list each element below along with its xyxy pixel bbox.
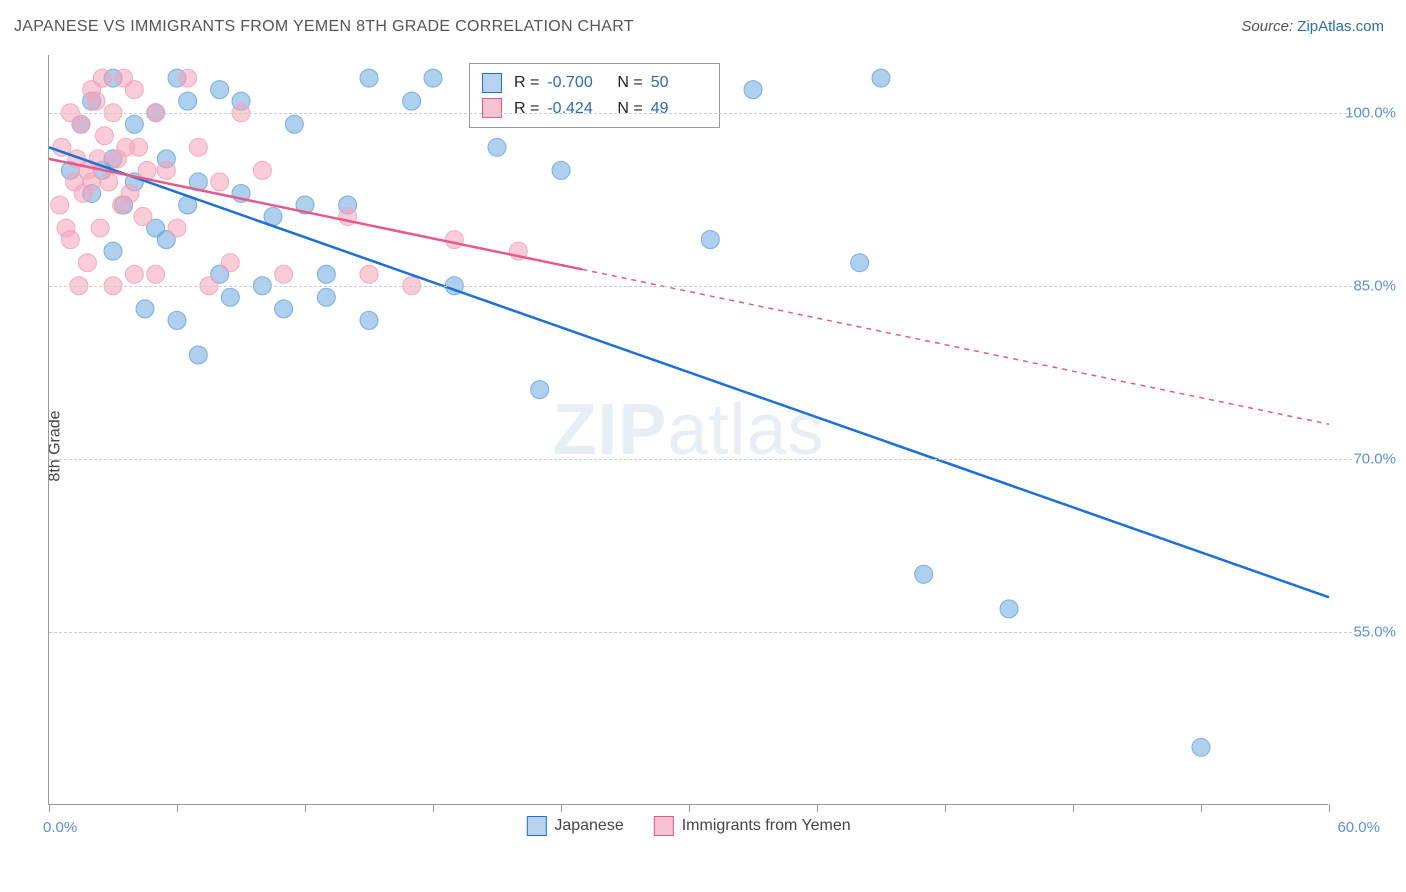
x-tick <box>177 804 178 812</box>
data-point <box>157 161 175 179</box>
source-attribution: Source: ZipAtlas.com <box>1241 18 1384 35</box>
data-point <box>51 196 69 214</box>
y-tick-label: 70.0% <box>1353 450 1396 467</box>
data-point <box>851 254 869 272</box>
data-point <box>285 115 303 133</box>
data-point <box>744 81 762 99</box>
regression-line <box>49 147 1329 597</box>
regression-line-dashed <box>582 269 1329 424</box>
data-point <box>1000 600 1018 618</box>
data-point <box>95 127 113 145</box>
data-point <box>552 161 570 179</box>
data-point <box>531 381 549 399</box>
data-point <box>211 81 229 99</box>
data-point <box>168 311 186 329</box>
data-point <box>445 231 463 249</box>
chart-svg <box>49 55 1328 804</box>
data-point <box>179 92 197 110</box>
data-point <box>72 115 90 133</box>
y-tick-label: 55.0% <box>1353 623 1396 640</box>
data-point <box>221 254 239 272</box>
grid-line <box>49 459 1352 460</box>
x-axis-max-label: 60.0% <box>1337 819 1380 836</box>
data-point <box>211 173 229 191</box>
data-point <box>189 346 207 364</box>
legend-item: Japanese <box>526 816 623 836</box>
x-tick <box>817 804 818 812</box>
data-point <box>121 184 139 202</box>
plot-area: ZIPatlas R =-0.700N =50R =-0.424N =49 0.… <box>48 55 1328 805</box>
data-point <box>100 173 118 191</box>
grid-line <box>49 632 1352 633</box>
data-point <box>104 242 122 260</box>
x-tick <box>305 804 306 812</box>
data-point <box>317 288 335 306</box>
data-point <box>147 265 165 283</box>
x-tick <box>1073 804 1074 812</box>
legend-swatch <box>654 816 674 836</box>
regression-line <box>49 159 582 270</box>
y-tick-label: 100.0% <box>1345 104 1396 121</box>
legend-item: Immigrants from Yemen <box>654 816 851 836</box>
source-link[interactable]: ZipAtlas.com <box>1297 18 1384 35</box>
data-point <box>360 69 378 87</box>
data-point <box>275 265 293 283</box>
data-point <box>130 138 148 156</box>
data-point <box>275 300 293 318</box>
data-point <box>424 69 442 87</box>
legend-label: Immigrants from Yemen <box>682 817 851 835</box>
x-tick <box>49 804 50 812</box>
data-point <box>488 138 506 156</box>
data-point <box>872 69 890 87</box>
x-tick <box>945 804 946 812</box>
data-point <box>253 161 271 179</box>
data-point <box>61 231 79 249</box>
data-point <box>317 265 335 283</box>
data-point <box>189 138 207 156</box>
x-tick <box>1329 804 1330 812</box>
x-axis-min-label: 0.0% <box>43 819 77 836</box>
x-tick <box>433 804 434 812</box>
source-prefix: Source: <box>1241 18 1297 35</box>
data-point <box>93 69 111 87</box>
data-point <box>360 265 378 283</box>
data-point <box>83 173 101 191</box>
data-point <box>179 69 197 87</box>
legend-label: Japanese <box>554 817 623 835</box>
data-point <box>915 565 933 583</box>
data-point <box>91 219 109 237</box>
chart-title: JAPANESE VS IMMIGRANTS FROM YEMEN 8TH GR… <box>14 18 634 36</box>
data-point <box>360 311 378 329</box>
data-point <box>221 288 239 306</box>
grid-line <box>49 113 1352 114</box>
x-tick <box>689 804 690 812</box>
data-point <box>701 231 719 249</box>
data-point <box>125 81 143 99</box>
y-tick-label: 85.0% <box>1353 277 1396 294</box>
x-tick <box>561 804 562 812</box>
data-point <box>168 219 186 237</box>
data-point <box>87 92 105 110</box>
x-tick <box>1201 804 1202 812</box>
grid-line <box>49 286 1352 287</box>
data-point <box>125 115 143 133</box>
data-point <box>134 208 152 226</box>
legend-swatch <box>526 816 546 836</box>
data-point <box>78 254 96 272</box>
bottom-legend: Japanese Immigrants from Yemen <box>526 816 850 836</box>
data-point <box>136 300 154 318</box>
data-point <box>125 265 143 283</box>
data-point <box>1192 738 1210 756</box>
data-point <box>403 92 421 110</box>
